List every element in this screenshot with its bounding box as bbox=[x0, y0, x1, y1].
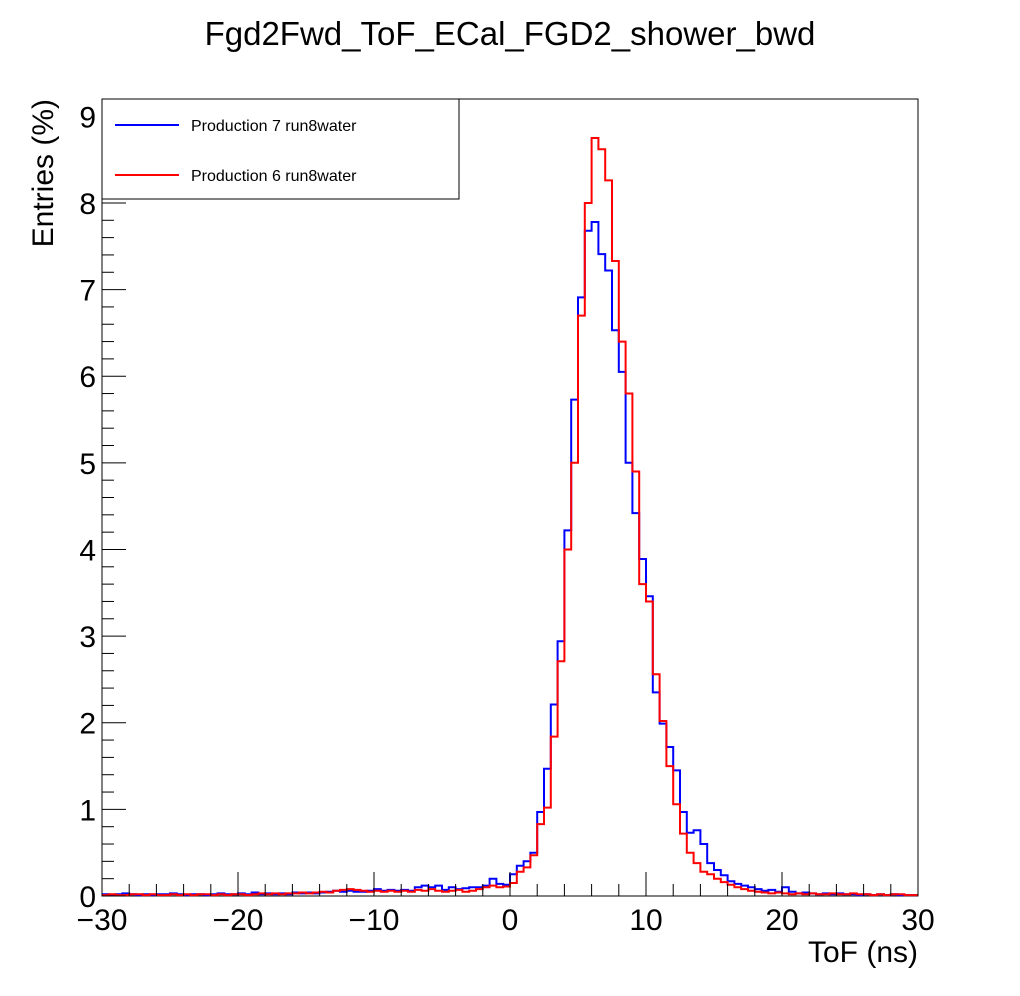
x-tick-label: 10 bbox=[629, 904, 662, 937]
x-tick-label: −10 bbox=[349, 904, 400, 937]
x-tick-label: 20 bbox=[765, 904, 798, 937]
y-tick-label: 8 bbox=[79, 188, 96, 221]
plot-area: −30 −20 −10 0 10 20 30 0 1 2 3 4 5 6 7 8 9 bbox=[77, 98, 935, 937]
x-tick-label: −20 bbox=[213, 904, 264, 937]
y-tick-label: 1 bbox=[79, 794, 96, 827]
legend-label-series-2: Production 6 run8water bbox=[191, 168, 357, 185]
y-axis-label: Entries (%) bbox=[27, 99, 60, 247]
x-tick-label: 30 bbox=[901, 904, 934, 937]
y-tick-label: 6 bbox=[79, 361, 96, 394]
x-tick-label: 0 bbox=[502, 904, 519, 937]
y-tick-label: 4 bbox=[79, 534, 96, 567]
chart-title: Fgd2Fwd_ToF_ECal_FGD2_shower_bwd bbox=[205, 15, 816, 52]
x-axis: −30 −20 −10 0 10 20 30 bbox=[77, 872, 935, 937]
y-tick-label: 0 bbox=[79, 881, 96, 914]
legend: Production 7 run8water Production 6 run8… bbox=[101, 98, 460, 200]
legend-box bbox=[101, 98, 460, 200]
x-axis-label: ToF (ns) bbox=[808, 936, 918, 969]
x-tick-label: −30 bbox=[77, 904, 128, 937]
y-tick-label: 3 bbox=[79, 621, 96, 654]
y-tick-label: 9 bbox=[79, 101, 96, 134]
y-tick-label: 7 bbox=[79, 275, 96, 308]
y-tick-label: 2 bbox=[79, 708, 96, 741]
legend-label-series-1: Production 7 run8water bbox=[191, 118, 357, 135]
y-tick-label: 5 bbox=[79, 448, 96, 481]
